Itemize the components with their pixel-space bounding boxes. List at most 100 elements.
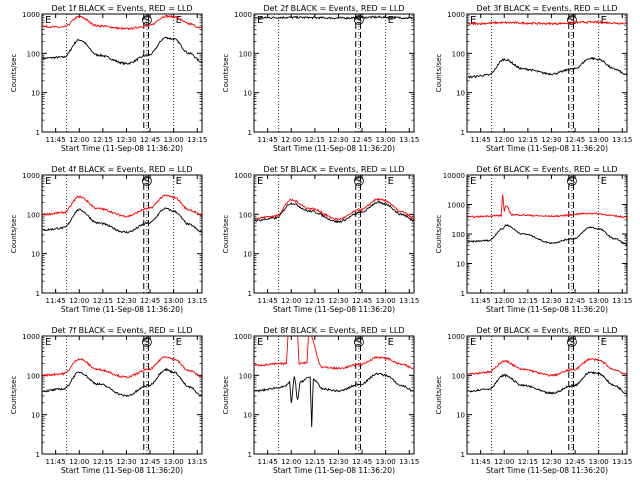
events-series-line — [467, 371, 627, 395]
y-axis-label: Counts/sec — [10, 54, 18, 93]
events-series-line — [467, 56, 627, 79]
x-tick-label: 12:00 — [281, 136, 301, 144]
x-tick-label: 13:00 — [589, 136, 609, 144]
x-tick-label: 12:30 — [541, 136, 561, 144]
events-series-line — [254, 372, 414, 428]
marker-label: E — [176, 337, 182, 348]
y-axis-label: Counts/sec — [435, 215, 443, 254]
events-series-line — [42, 36, 202, 66]
lld-series-line — [42, 194, 202, 218]
y-tick-label: 10 — [456, 261, 465, 269]
x-tick-label: 12:15 — [518, 458, 538, 466]
x-tick-label: 12:45 — [352, 136, 372, 144]
y-tick-label: 1 — [461, 451, 465, 459]
x-tick-label: 12:30 — [541, 458, 561, 466]
marker-label: S — [356, 176, 362, 187]
x-tick-label: 12:45 — [352, 297, 372, 305]
y-tick-label: 100 — [27, 372, 40, 380]
y-tick-label: 1000 — [22, 333, 40, 341]
marker-label: E — [45, 176, 51, 187]
marker-circle — [567, 15, 577, 25]
panel-title: Det 3f BLACK = Events, RED = LLD — [476, 4, 617, 13]
x-tick-label: 12:30 — [116, 136, 136, 144]
marker-label: E — [388, 337, 394, 348]
y-tick-label: 10 — [31, 251, 40, 259]
x-tick-label: 13:15 — [612, 136, 632, 144]
marker-label: E — [45, 337, 51, 348]
lld-series-line — [42, 14, 202, 31]
y-tick-label: 1000 — [447, 11, 465, 19]
lld-series-line — [467, 20, 627, 26]
marker-label: S — [144, 176, 150, 187]
lld-series-line — [254, 336, 414, 371]
x-tick-label: 13:00 — [164, 297, 184, 305]
x-tick-label: 12:00 — [494, 458, 514, 466]
y-axis-label: Counts/sec — [10, 376, 18, 415]
lld-series-line — [254, 197, 414, 221]
y-axis-label: Counts/sec — [10, 215, 18, 254]
marker-label: E — [601, 15, 607, 26]
y-tick-label: 100 — [452, 50, 465, 58]
marker-label: E — [601, 176, 607, 187]
lld-series-line — [467, 194, 627, 219]
y-tick-label: 1 — [248, 129, 252, 137]
plot-frame — [41, 174, 203, 294]
y-tick-label: 10 — [456, 90, 465, 98]
y-tick-label: 10 — [456, 412, 465, 420]
x-tick-label: 12:00 — [281, 458, 301, 466]
y-tick-label: 10 — [31, 412, 40, 420]
y-tick-label: 10000 — [443, 172, 465, 180]
y-tick-label: 1 — [36, 129, 40, 137]
events-series-line — [467, 223, 627, 246]
y-tick-label: 100 — [27, 211, 40, 219]
plot-frame — [466, 174, 628, 294]
x-axis-label: Start Time (11-Sep-08 11:36:20) — [273, 144, 395, 153]
marker-label: S — [356, 337, 362, 348]
y-tick-label: 10 — [31, 90, 40, 98]
y-axis-label: Counts/sec — [222, 376, 230, 415]
marker-label: S — [356, 15, 362, 26]
y-tick-label: 1 — [248, 290, 252, 298]
marker-label: E — [470, 176, 476, 187]
x-tick-label: 12:00 — [69, 297, 89, 305]
marker-label: E — [176, 176, 182, 187]
x-tick-label: 12:45 — [565, 297, 585, 305]
y-tick-label: 100 — [452, 231, 465, 239]
events-series-line — [254, 200, 414, 224]
x-axis-label: Start Time (11-Sep-08 11:36:20) — [61, 144, 183, 153]
events-series-line — [254, 15, 414, 20]
x-tick-label: 12:30 — [328, 297, 348, 305]
marker-circle — [567, 176, 577, 186]
x-tick-label: 11:45 — [46, 297, 66, 305]
panel-title: Det 6f BLACK = Events, RED = LLD — [476, 165, 617, 174]
x-tick-label: 12:15 — [93, 297, 113, 305]
y-axis-label: Counts/sec — [222, 215, 230, 254]
x-tick-label: 11:45 — [258, 136, 278, 144]
marker-circle — [142, 176, 152, 186]
x-tick-label: 12:45 — [565, 136, 585, 144]
plot-frame — [253, 13, 415, 133]
x-tick-label: 13:00 — [376, 136, 396, 144]
y-tick-label: 100 — [239, 372, 252, 380]
marker-label: S — [144, 15, 150, 26]
y-tick-label: 10 — [243, 412, 252, 420]
lld-series-line — [467, 357, 627, 377]
x-axis-label: Start Time (11-Sep-08 11:36:20) — [486, 305, 608, 314]
y-tick-label: 1000 — [234, 11, 252, 19]
x-tick-label: 12:00 — [494, 297, 514, 305]
y-axis-label: Counts/sec — [435, 54, 443, 93]
y-tick-label: 1 — [36, 290, 40, 298]
y-tick-label: 100 — [452, 372, 465, 380]
panel-title: Det 5f BLACK = Events, RED = LLD — [263, 165, 404, 174]
x-axis-label: Start Time (11-Sep-08 11:36:20) — [61, 466, 183, 475]
y-tick-label: 1000 — [22, 11, 40, 19]
x-tick-label: 12:45 — [352, 458, 372, 466]
marker-circle — [142, 337, 152, 347]
x-tick-label: 11:45 — [471, 297, 491, 305]
marker-label: S — [144, 337, 150, 348]
panel-title: Det 8f BLACK = Events, RED = LLD — [263, 326, 404, 335]
x-tick-label: 12:30 — [541, 297, 561, 305]
